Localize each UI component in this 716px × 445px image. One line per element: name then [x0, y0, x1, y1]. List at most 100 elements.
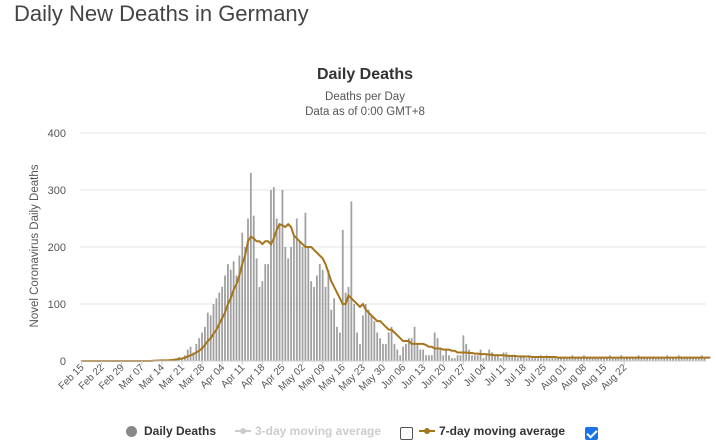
bar — [689, 358, 692, 361]
chart-canvas: 0 100 200 300 400 Novel Coronavirus Daily De… — [29, 128, 711, 393]
bar — [336, 326, 338, 361]
bar — [528, 355, 531, 361]
legend-item-7day-average[interactable]: 7-day moving average — [419, 422, 565, 440]
bar — [499, 358, 502, 361]
bar — [393, 343, 396, 361]
bar — [232, 261, 235, 361]
bar — [270, 190, 272, 361]
bar — [350, 201, 353, 361]
bar — [293, 235, 295, 361]
bar — [206, 312, 209, 361]
legend-item-daily-deaths[interactable]: Daily Deaths — [126, 422, 216, 440]
legend-item-3day-average[interactable]: 3-day moving average — [235, 422, 381, 440]
bar — [272, 187, 275, 361]
bar — [686, 358, 689, 361]
y-tick-label: 200 — [48, 242, 66, 254]
bar — [316, 275, 318, 361]
bar — [629, 358, 631, 361]
bar — [201, 332, 203, 361]
bar — [430, 355, 433, 361]
checkbox-7day-average[interactable] — [585, 427, 598, 440]
bar — [442, 355, 445, 361]
bar — [425, 355, 427, 361]
bar — [479, 349, 482, 361]
bar — [422, 349, 425, 361]
bar — [390, 326, 393, 361]
bar — [367, 309, 370, 361]
bar — [473, 355, 476, 361]
bar — [333, 298, 336, 361]
bar — [252, 215, 255, 361]
bar — [614, 358, 617, 361]
bar — [494, 355, 496, 361]
bar — [382, 343, 384, 361]
bar — [606, 358, 608, 361]
bar — [496, 355, 499, 361]
bar — [221, 286, 224, 361]
bar — [402, 346, 404, 361]
bar — [594, 358, 597, 361]
bar — [433, 332, 436, 361]
bar — [568, 358, 571, 361]
y-tick-label: 300 — [48, 185, 66, 197]
bar — [514, 355, 516, 361]
bar — [502, 352, 505, 361]
bar — [287, 258, 290, 361]
bar — [321, 269, 324, 361]
bar — [557, 358, 559, 361]
bar — [416, 343, 419, 361]
bar — [660, 358, 663, 361]
bar — [327, 269, 330, 361]
bar — [540, 355, 542, 361]
bar — [347, 286, 350, 361]
chart-title: Daily Deaths — [316, 66, 414, 83]
bar — [669, 358, 671, 361]
bar — [330, 309, 333, 361]
bar — [364, 304, 367, 361]
bar — [663, 358, 666, 361]
bar — [651, 358, 654, 361]
bar — [508, 355, 511, 361]
checkbox-3day-average[interactable] — [400, 427, 413, 440]
y-axis-ticks: 0 100 200 300 400 — [48, 128, 66, 368]
bar — [551, 358, 554, 361]
bar — [278, 224, 281, 361]
bar — [597, 358, 600, 361]
bar — [683, 358, 686, 361]
bar — [456, 355, 459, 361]
bar — [338, 332, 341, 361]
bar — [284, 247, 287, 361]
bar — [307, 247, 310, 361]
bar — [356, 332, 358, 361]
bar — [611, 358, 614, 361]
bar — [445, 349, 448, 361]
y-tick-label: 100 — [48, 299, 66, 311]
bar — [692, 358, 694, 361]
bar — [577, 358, 580, 361]
bar — [485, 355, 488, 361]
y-tick-label: 400 — [48, 128, 66, 140]
bar — [186, 349, 189, 361]
bar — [680, 358, 683, 361]
chart-legend: Daily Deaths 3-day moving average 7-day … — [0, 422, 716, 440]
bar — [244, 247, 246, 361]
bar — [591, 358, 594, 361]
bar — [534, 358, 537, 361]
bar — [324, 286, 327, 361]
bar — [560, 358, 562, 361]
bar — [522, 355, 525, 361]
bar — [353, 304, 356, 361]
bar — [565, 358, 568, 361]
y-tick-label: 0 — [60, 356, 66, 368]
legend-label: 3-day moving average — [255, 424, 382, 438]
bar — [703, 358, 706, 361]
bar — [229, 269, 232, 361]
bar — [304, 212, 307, 361]
bar — [511, 355, 514, 361]
bar — [531, 358, 534, 361]
line-dot-icon — [235, 428, 251, 434]
bar — [258, 286, 261, 361]
bar — [275, 218, 278, 361]
bar — [301, 247, 304, 361]
bar — [281, 190, 284, 361]
